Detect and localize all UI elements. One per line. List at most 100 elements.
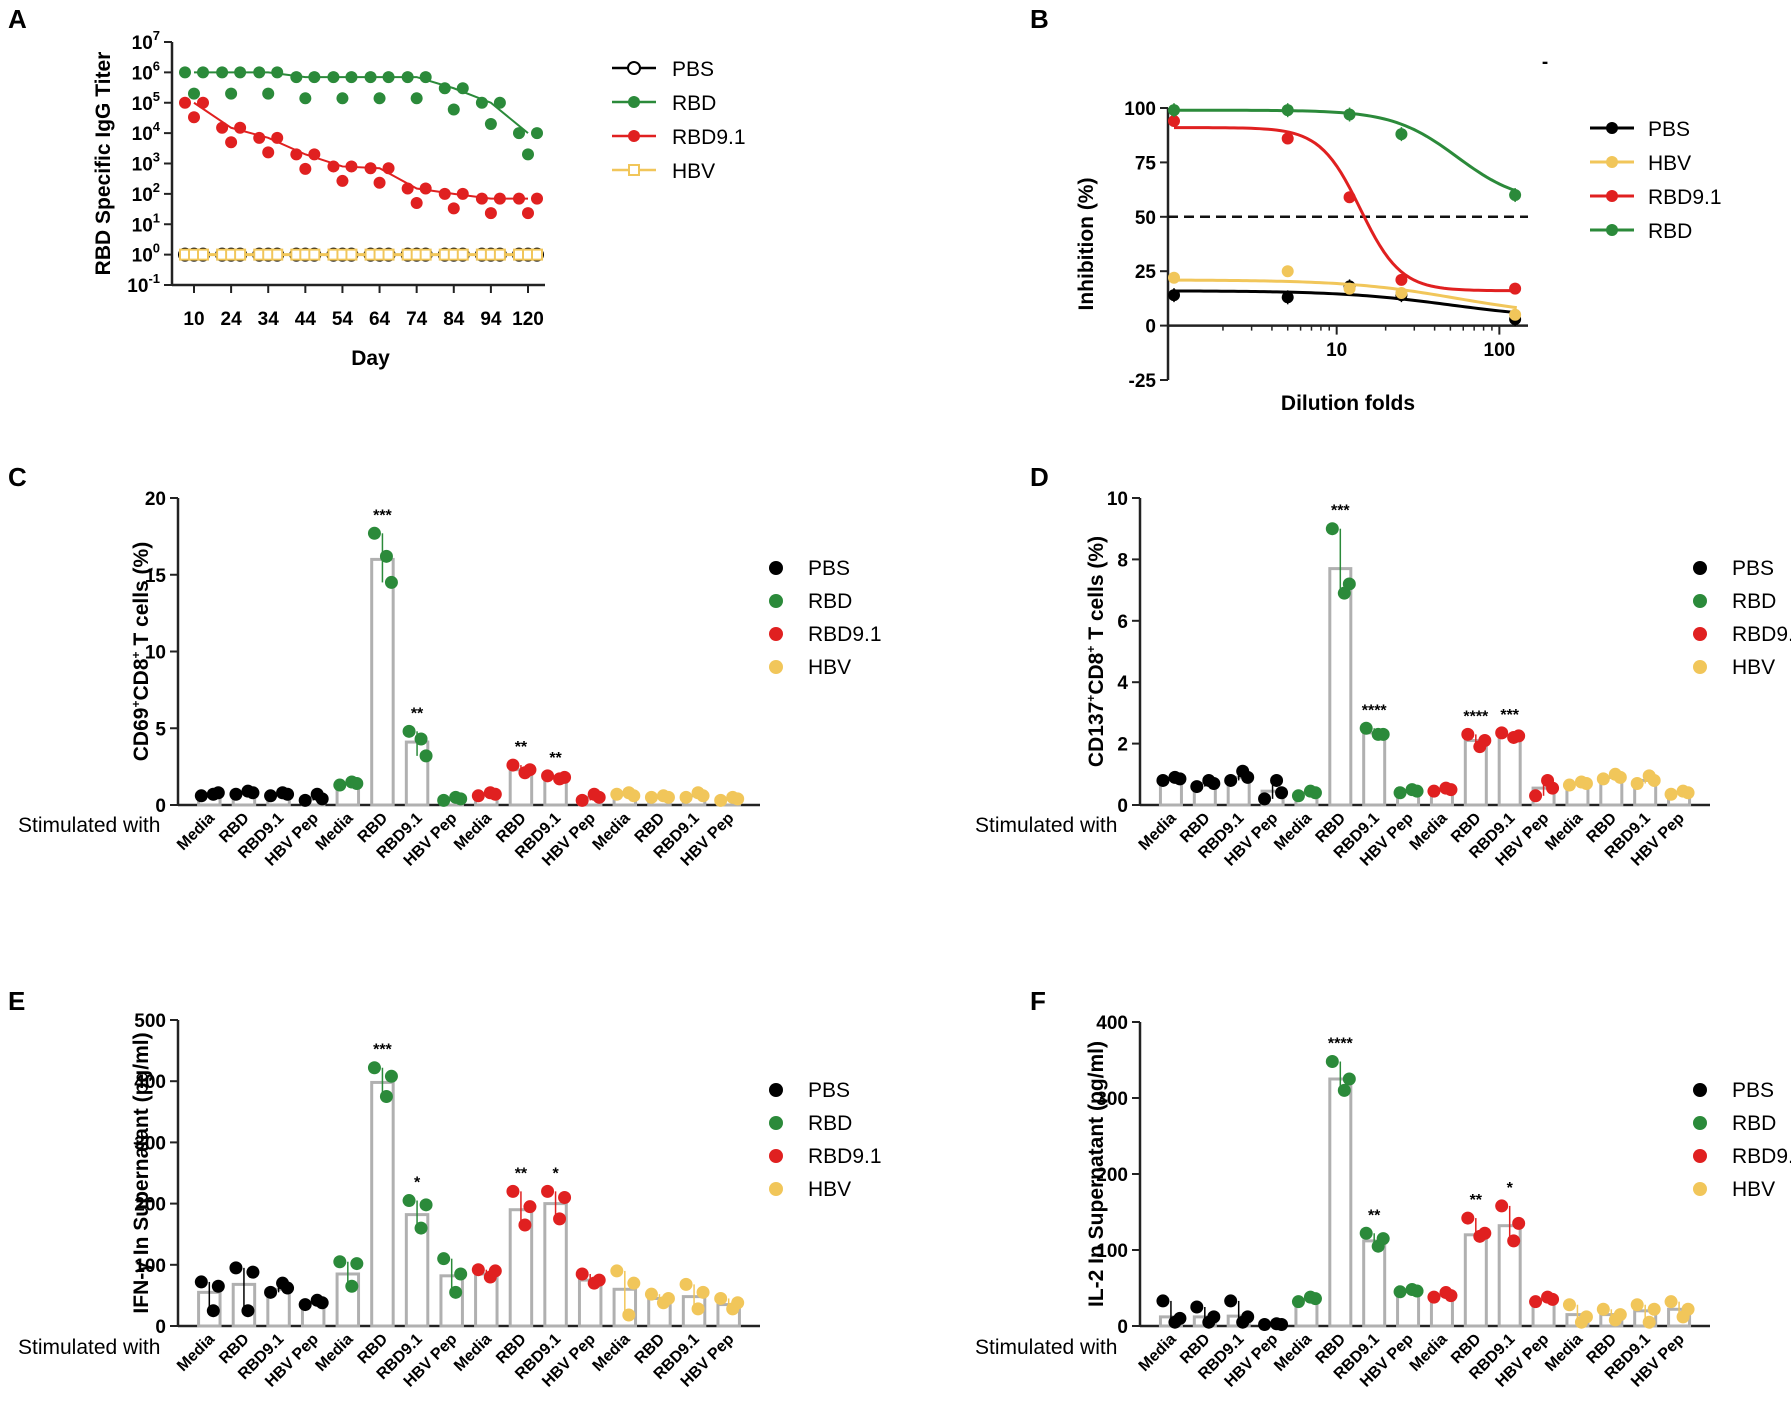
x-tick-label: 84 — [443, 309, 465, 330]
data-point — [271, 66, 284, 79]
data-point — [379, 1090, 393, 1103]
data-point — [234, 248, 247, 261]
data-point — [1495, 726, 1509, 740]
y-tick-label: 104 — [132, 119, 161, 145]
x-tick-label: 24 — [221, 309, 243, 330]
category-label: Media — [174, 1331, 218, 1375]
data-point — [1156, 773, 1170, 787]
series-line-rbd — [194, 71, 529, 134]
data-point — [1395, 286, 1408, 299]
data-point — [1444, 783, 1458, 797]
category-label: Media — [590, 810, 634, 854]
data-point — [1156, 1294, 1170, 1308]
data-point — [1664, 1295, 1678, 1309]
data-point — [1579, 777, 1593, 791]
y-tick-label: 100 — [134, 1256, 166, 1277]
data-point — [315, 792, 329, 806]
significance-label: * — [1507, 1180, 1514, 1197]
data-point — [1281, 132, 1294, 145]
data-point — [475, 192, 488, 205]
category-label: Media — [1407, 810, 1451, 854]
data-point — [188, 111, 200, 124]
data-point — [194, 789, 208, 803]
x-tick-label: 94 — [480, 309, 502, 330]
legend-label: RBD9.1 — [1732, 1145, 1791, 1168]
legend-label: RBD — [1732, 590, 1776, 613]
data-point — [299, 162, 312, 175]
significance-label: ** — [549, 750, 562, 767]
y-tick-label: 0 — [155, 796, 166, 817]
data-point — [1579, 1310, 1593, 1324]
legend-marker — [1606, 224, 1618, 236]
data-point — [1393, 1285, 1407, 1299]
data-point — [484, 117, 497, 130]
significance-label: *** — [373, 1042, 392, 1059]
data-point — [290, 148, 303, 161]
significance-label: **** — [1328, 1036, 1354, 1053]
legend-label: RBD9.1 — [1732, 623, 1791, 646]
legend-label: PBS — [808, 557, 850, 580]
y-tick-label: 105 — [132, 89, 160, 115]
data-point — [253, 131, 266, 144]
data-point — [1495, 1199, 1509, 1213]
data-point — [234, 121, 247, 134]
data-point — [253, 66, 266, 79]
data-point — [1529, 789, 1543, 803]
data-point — [216, 121, 229, 134]
data-point — [419, 1198, 433, 1212]
data-point — [661, 1291, 675, 1305]
data-point — [402, 1194, 416, 1208]
data-point — [1359, 721, 1373, 735]
y-axis-title: IFN-γ In Supernatant (pg/ml) — [130, 1032, 153, 1313]
data-point — [447, 202, 460, 215]
data-point — [1207, 1310, 1221, 1324]
data-point — [315, 1296, 329, 1310]
data-point — [1427, 784, 1441, 798]
data-point — [1308, 786, 1322, 800]
data-point — [188, 87, 200, 100]
legend-label: RBD9.1 — [672, 126, 746, 149]
legend-marker — [769, 1083, 783, 1097]
data-point — [731, 1296, 745, 1310]
series-line-rbd91 — [193, 101, 528, 200]
y-tick-label: 15 — [145, 566, 167, 587]
category-label: Media — [451, 1331, 495, 1375]
y-axis-title: CD137+CD8+ T cells (%) — [1084, 536, 1108, 767]
data-point — [1281, 291, 1294, 304]
data-point — [1342, 577, 1356, 591]
panel-f: F 0 100 200 300 400 IL-2 In Supernatant (pg/ml… — [975, 986, 1791, 1391]
fit-curve-hbv — [1173, 278, 1517, 310]
x-tick-label: 64 — [369, 309, 391, 330]
data-point — [1308, 1292, 1322, 1306]
data-point — [1427, 1290, 1441, 1304]
data-point — [194, 1275, 208, 1289]
data-point — [513, 127, 525, 140]
legend-label: HBV — [808, 1178, 851, 1201]
legend-marker — [1606, 122, 1618, 134]
data-point — [382, 162, 395, 175]
data-point — [456, 82, 469, 95]
data-point — [644, 1287, 658, 1301]
data-point — [1410, 784, 1424, 798]
data-point — [1258, 792, 1272, 806]
data-point — [1224, 773, 1238, 787]
significance-label: **** — [1463, 708, 1489, 725]
data-point — [523, 763, 537, 777]
data-point — [488, 1264, 502, 1278]
data-point — [610, 787, 624, 801]
data-point — [714, 1291, 728, 1305]
top-mark: - — [1542, 52, 1548, 73]
x-tick-label: 120 — [512, 309, 544, 330]
data-point — [493, 248, 506, 261]
significance-label: ** — [515, 739, 528, 756]
data-point — [644, 790, 658, 804]
legend-label: HBV — [1732, 1178, 1775, 1201]
y-tick-label: 500 — [134, 1011, 166, 1032]
data-point — [379, 549, 393, 563]
data-point — [1410, 1284, 1424, 1298]
y-tick-label: 100 — [132, 241, 160, 267]
panel-a: A 10-1 100 101 102 103 104 105 106 107 10 24 34 44 54 6… — [8, 4, 746, 370]
category-label: Media — [451, 810, 495, 854]
data-point — [449, 1285, 463, 1299]
